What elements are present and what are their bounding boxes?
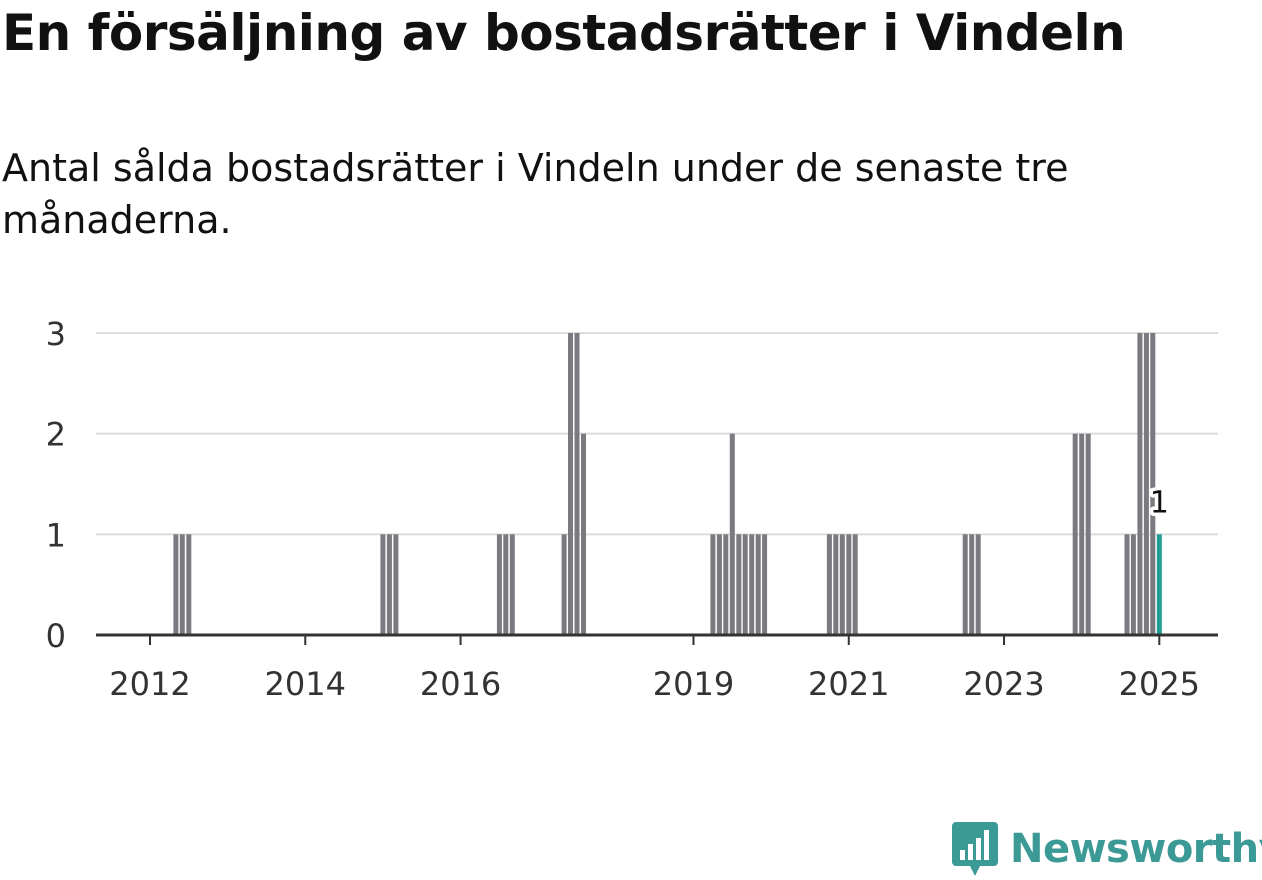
bar bbox=[826, 534, 832, 635]
bar bbox=[716, 534, 722, 635]
bar-highlight bbox=[1156, 534, 1162, 635]
y-tick-label: 0 bbox=[46, 617, 66, 655]
data-label: 1 bbox=[1150, 485, 1169, 520]
bar bbox=[1130, 534, 1136, 635]
bars bbox=[173, 333, 1162, 635]
bar bbox=[386, 534, 392, 635]
bar-chart: 0 1 2 3 2012 2014 2016 2019 2021 2023 2025 1 bbox=[46, 315, 1218, 703]
bar bbox=[393, 534, 399, 635]
x-tick-label: 2016 bbox=[420, 665, 501, 703]
x-tick-label: 2012 bbox=[109, 665, 190, 703]
bar bbox=[729, 433, 735, 635]
axes: 0 1 2 3 2012 2014 2016 2019 2021 2023 2025 bbox=[46, 315, 1218, 703]
bar bbox=[574, 333, 580, 635]
x-tick-label: 2025 bbox=[1119, 665, 1200, 703]
x-tick-label: 2014 bbox=[265, 665, 346, 703]
bar bbox=[975, 534, 981, 635]
x-tick-label: 2021 bbox=[808, 665, 889, 703]
brand-name: Newsworthy bbox=[1010, 826, 1262, 872]
chart-title: En försäljning av bostadsrätter i Vindel… bbox=[2, 4, 1126, 62]
bar bbox=[846, 534, 852, 635]
brand-logo: Newsworthy bbox=[950, 818, 1262, 880]
bar bbox=[1085, 433, 1091, 635]
bar bbox=[1150, 333, 1156, 635]
bar bbox=[1079, 433, 1085, 635]
bar bbox=[852, 534, 858, 635]
bar bbox=[179, 534, 185, 635]
bar bbox=[839, 534, 845, 635]
y-tick-label: 2 bbox=[46, 416, 66, 454]
bar bbox=[1124, 534, 1130, 635]
bar bbox=[710, 534, 716, 635]
bar bbox=[833, 534, 839, 635]
bar bbox=[568, 333, 573, 635]
x-tick-label: 2019 bbox=[653, 665, 734, 703]
bar bbox=[173, 534, 179, 635]
bar bbox=[186, 534, 192, 635]
bar bbox=[762, 534, 768, 635]
bar bbox=[1137, 333, 1143, 635]
bar bbox=[581, 433, 586, 635]
y-tick-label: 1 bbox=[46, 516, 66, 554]
bar bbox=[723, 534, 729, 635]
bar bbox=[736, 534, 742, 635]
bar bbox=[496, 534, 502, 635]
x-tick-label: 2023 bbox=[963, 665, 1044, 703]
bar bbox=[755, 534, 761, 635]
bar bbox=[1072, 433, 1078, 635]
bar bbox=[1143, 333, 1149, 635]
bar bbox=[503, 534, 509, 635]
bar bbox=[380, 534, 386, 635]
chart-subtitle: Antal sålda bostadsrätter i Vindeln unde… bbox=[2, 146, 1069, 242]
bar bbox=[742, 534, 748, 635]
newsworthy-logo-icon bbox=[952, 822, 998, 876]
bar bbox=[509, 534, 515, 635]
bar bbox=[561, 534, 567, 635]
bar bbox=[749, 534, 755, 635]
y-tick-label: 3 bbox=[46, 315, 66, 353]
bar bbox=[969, 534, 975, 635]
gridlines bbox=[96, 332, 1218, 536]
bar bbox=[962, 534, 968, 635]
labels: 1 bbox=[1146, 482, 1172, 524]
